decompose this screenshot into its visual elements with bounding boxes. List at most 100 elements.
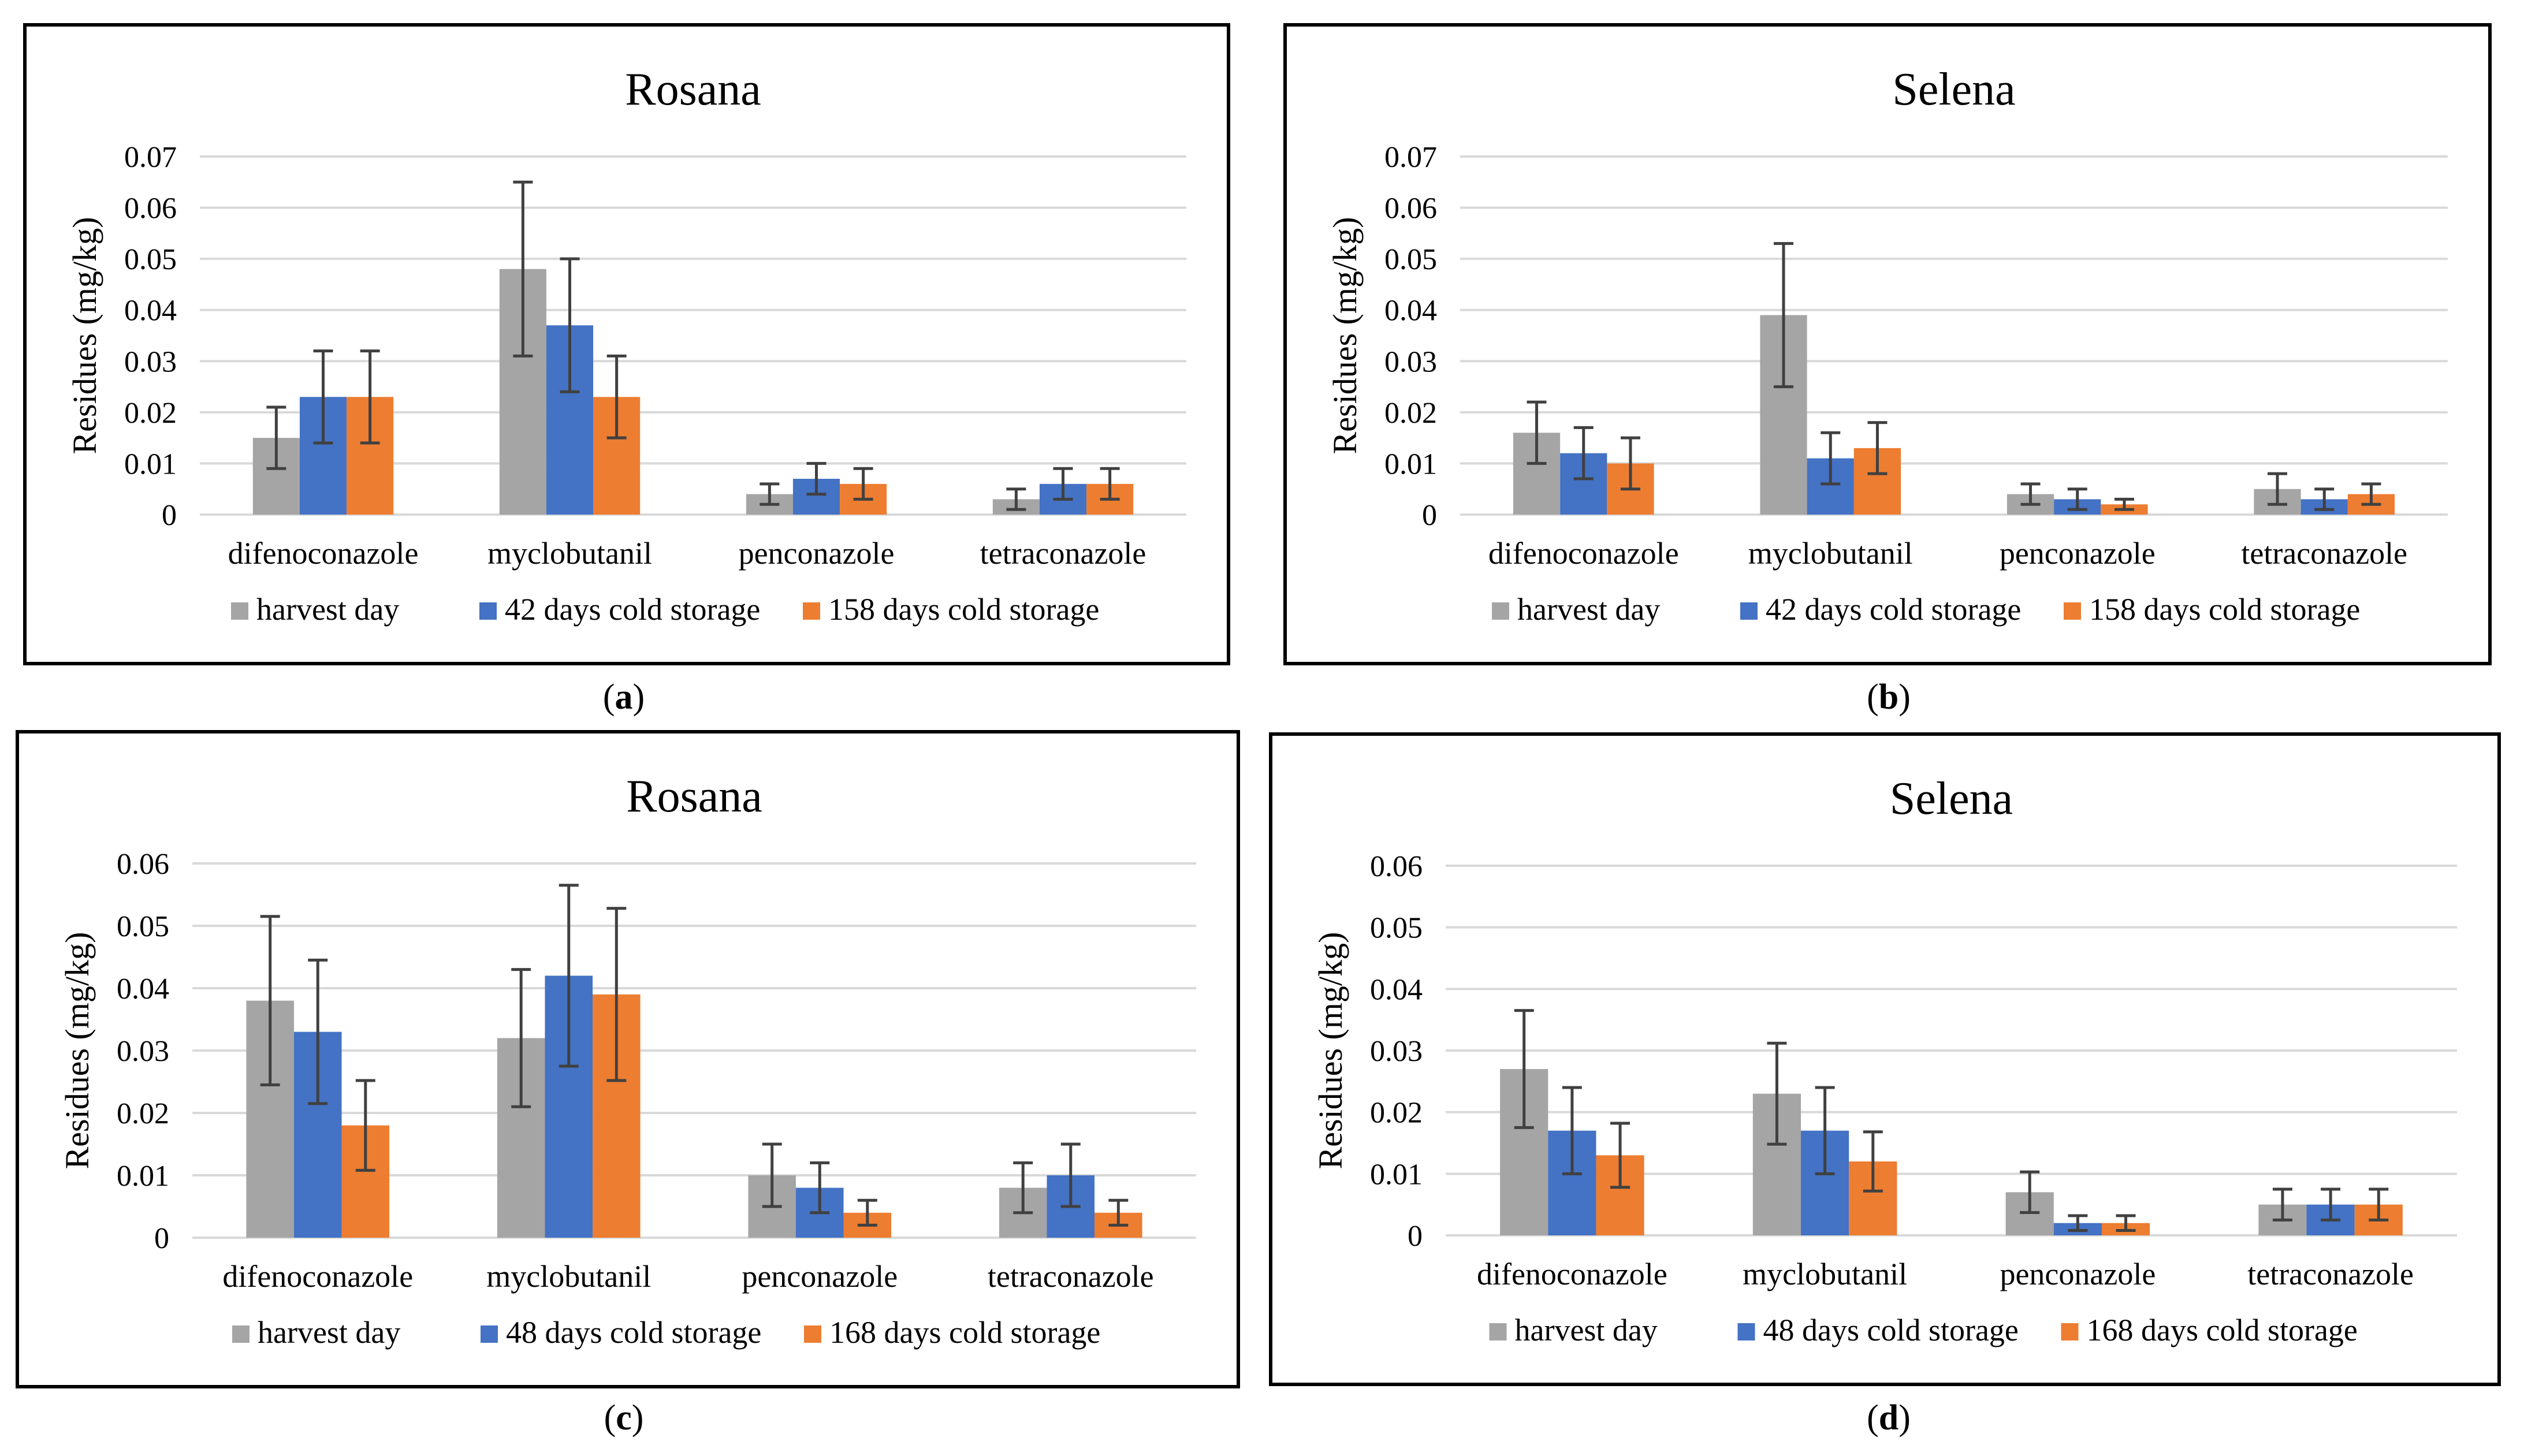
y-axis-label: Residues (mg/kg) [1312,932,1349,1170]
y-tick-label: 0 [154,1222,169,1255]
error-bar [1514,1009,1534,1129]
error-bar [2020,482,2041,506]
legend-label: harvest day [1517,592,1660,627]
x-tick-label: difenoconazole [228,536,419,571]
error-bar [806,461,827,496]
error-bar [2369,1187,2389,1222]
y-tick-label: 0.05 [1384,243,1437,276]
legend-label: 168 days cold storage [829,1315,1100,1350]
y-tick-label: 0.04 [1384,295,1437,327]
legend-swatch [1489,1323,1507,1340]
legend-label: 168 days cold storage [2087,1313,2358,1347]
y-tick-label: 0.01 [1384,448,1437,481]
error-bar [260,915,280,1086]
y-tick-label: 0.03 [117,1035,169,1068]
error-bar [760,482,780,506]
error-bar [2068,1214,2088,1232]
legend-label: harvest day [256,592,399,627]
error-bar [1610,1122,1630,1189]
y-tick-label: 0.02 [1370,1097,1423,1130]
x-tick-label: myclobutanil [1748,536,1913,571]
chart-svg-c: Rosana 0 0.01 0.02 0.03 0.04 0.05 0.06 Residues … [58,771,1196,1350]
error-bar [313,349,333,445]
error-bar [2268,472,2288,506]
y-tick-label: 0.01 [124,448,177,481]
y-tick-label: 0.02 [117,1097,169,1130]
chart-title: Selena [1890,773,2013,824]
y-tick-label: 0.05 [117,910,169,943]
y-tick-label: 0.03 [1370,1035,1423,1068]
caption-c-letter: c [616,1398,632,1438]
y-tick-label: 0.06 [117,848,169,881]
caption-b-letter: b [1878,677,1899,717]
legend-label: 158 days cold storage [2089,592,2360,627]
x-tick-label: penconazole [739,536,895,571]
y-axis-label: Residues (mg/kg) [58,932,96,1170]
legend-swatch [479,602,497,620]
error-bar [2361,482,2381,506]
x-tick-label: myclobutanil [1743,1257,1907,1291]
error-bar [2116,1214,2136,1232]
y-tick-label: 0.04 [124,295,177,327]
error-bar [1013,1161,1033,1215]
x-tick-label: difenoconazole [1488,536,1679,571]
error-bar [606,907,627,1082]
error-bar [355,1079,375,1172]
error-bar [308,958,328,1105]
error-bar [853,467,873,501]
error-bar [513,180,533,358]
chart-svg-a: Rosana 0 0.01 0.02 0.03 0.04 0.05 0.06 0.07 Resid… [66,64,1186,627]
error-bar [360,349,380,445]
caption-d-letter: d [1878,1398,1899,1438]
y-tick-label: 0.01 [1370,1158,1423,1191]
error-bar [1815,1086,1835,1175]
y-axis-label: Residues (mg/kg) [66,217,103,455]
error-bar [560,257,580,393]
error-bar [559,884,579,1068]
legend-swatch [1492,602,1509,620]
error-bar [2272,1187,2292,1222]
chart-title: Rosana [625,64,761,115]
error-bar [1100,467,1120,501]
y-tick-label: 0.07 [1384,141,1437,174]
x-tick-label: penconazole [2000,536,2156,571]
legend-swatch [231,602,248,620]
x-tick-label: tetraconazole [2241,536,2407,571]
legend-label: 48 days cold storage [506,1315,761,1350]
error-bar [1060,1142,1081,1208]
error-bar [1867,421,1888,475]
x-tick-label: difenoconazole [1477,1257,1667,1291]
error-bar [266,405,286,470]
error-bar [1053,467,1073,501]
y-tick-label: 0 [162,499,177,532]
y-axis-label: Residues (mg/kg) [1326,217,1364,455]
legend-label: 158 days cold storage [828,592,1099,627]
error-bar [606,354,627,440]
chart-panel-c: Rosana 0 0.01 0.02 0.03 0.04 0.05 0.06 Residues … [16,730,1240,1388]
chart-title: Selena [1892,64,2015,115]
y-tick-label: 0.06 [1384,192,1437,225]
legend-swatch [1740,602,1758,620]
error-bar [857,1198,877,1227]
caption-b: (b) [1867,677,1911,717]
x-tick-label: tetraconazole [2247,1257,2414,1291]
x-tick-label: tetraconazole [988,1259,1154,1294]
y-tick-label: 0.07 [124,141,177,174]
legend-swatch [2064,602,2081,620]
x-tick-label: myclobutanil [486,1259,651,1294]
chart-svg-d: Selena 0 0.01 0.02 0.03 0.04 0.05 0.06 Residues … [1312,773,2457,1347]
error-bar [1821,431,1841,486]
error-bar [2314,487,2335,511]
error-bar [511,968,531,1108]
error-bar [810,1161,830,1215]
legend-label: 42 days cold storage [505,592,760,627]
legend-swatch [1737,1323,1755,1340]
legend-swatch [803,602,820,620]
error-bar [2020,1170,2040,1215]
legend-swatch [2061,1323,2079,1340]
error-bar [1562,1086,1582,1175]
error-bar [1863,1130,1883,1193]
y-tick-label: 0 [1408,1220,1423,1253]
error-bar [1767,1041,1787,1146]
chart-panel-b: Selena 0 0.01 0.02 0.03 0.04 0.05 0.06 0.07 Resid… [1283,23,2492,665]
